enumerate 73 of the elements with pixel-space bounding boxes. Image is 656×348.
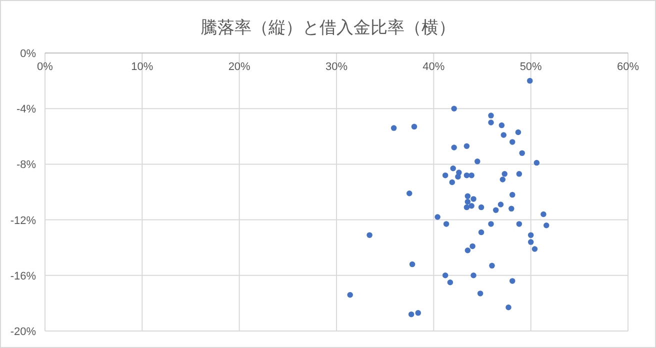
point — [411, 124, 418, 130]
point — [532, 246, 538, 252]
x-tick-label: 30% — [325, 61, 348, 73]
point — [509, 139, 516, 145]
point — [502, 171, 508, 177]
point — [406, 190, 412, 196]
point — [477, 290, 484, 296]
point — [451, 106, 457, 112]
point — [366, 232, 372, 238]
x-tick-label: 10% — [131, 61, 154, 73]
x-tick-label: 50% — [520, 61, 542, 73]
point — [488, 112, 494, 118]
y-tick-label: -20% — [10, 326, 36, 338]
point — [478, 229, 484, 236]
point — [464, 204, 470, 210]
point — [509, 192, 516, 198]
point — [508, 206, 514, 212]
point — [519, 150, 525, 156]
point — [464, 143, 470, 149]
point — [492, 207, 499, 213]
point — [450, 166, 456, 172]
point — [468, 203, 474, 209]
point — [468, 172, 474, 178]
point — [516, 221, 522, 227]
point — [500, 132, 507, 138]
point — [390, 125, 397, 131]
point — [474, 158, 480, 164]
point — [489, 262, 495, 269]
point — [415, 310, 421, 316]
point — [534, 160, 540, 166]
point — [500, 176, 506, 182]
point — [347, 292, 353, 298]
point — [528, 232, 534, 238]
point — [470, 243, 476, 250]
point — [451, 144, 457, 150]
point — [488, 221, 494, 227]
point — [442, 272, 448, 278]
point — [470, 272, 476, 278]
point — [464, 198, 471, 205]
x-tick-label: 40% — [422, 61, 445, 73]
point — [515, 129, 522, 136]
point — [498, 202, 504, 208]
point — [442, 172, 448, 178]
y-tick-label: -4% — [16, 104, 36, 116]
point — [449, 179, 456, 186]
point — [478, 204, 484, 210]
point — [540, 211, 546, 218]
point — [544, 222, 550, 228]
x-tick-label: 0% — [37, 61, 54, 73]
x-tick-label: 20% — [228, 61, 251, 73]
point — [443, 221, 450, 227]
y-tick-label: -16% — [10, 270, 36, 282]
point — [434, 214, 440, 220]
point — [409, 261, 416, 268]
point — [498, 122, 505, 128]
point — [509, 278, 516, 284]
y-tick-label: 0% — [20, 48, 36, 60]
point — [464, 248, 471, 254]
point — [455, 174, 461, 180]
point — [488, 120, 494, 126]
point — [464, 193, 471, 200]
point — [526, 78, 533, 84]
point — [528, 239, 534, 245]
point — [516, 171, 522, 177]
chart-title: 騰落率（縦）と借入金比率（横） — [200, 18, 456, 37]
y-tick-label: -12% — [10, 214, 36, 227]
point — [408, 311, 414, 318]
point — [447, 279, 454, 286]
x-tick-label: 60% — [616, 61, 640, 73]
point — [464, 172, 470, 178]
point — [470, 196, 476, 202]
y-tick-label: -8% — [16, 159, 36, 172]
point — [506, 304, 512, 310]
